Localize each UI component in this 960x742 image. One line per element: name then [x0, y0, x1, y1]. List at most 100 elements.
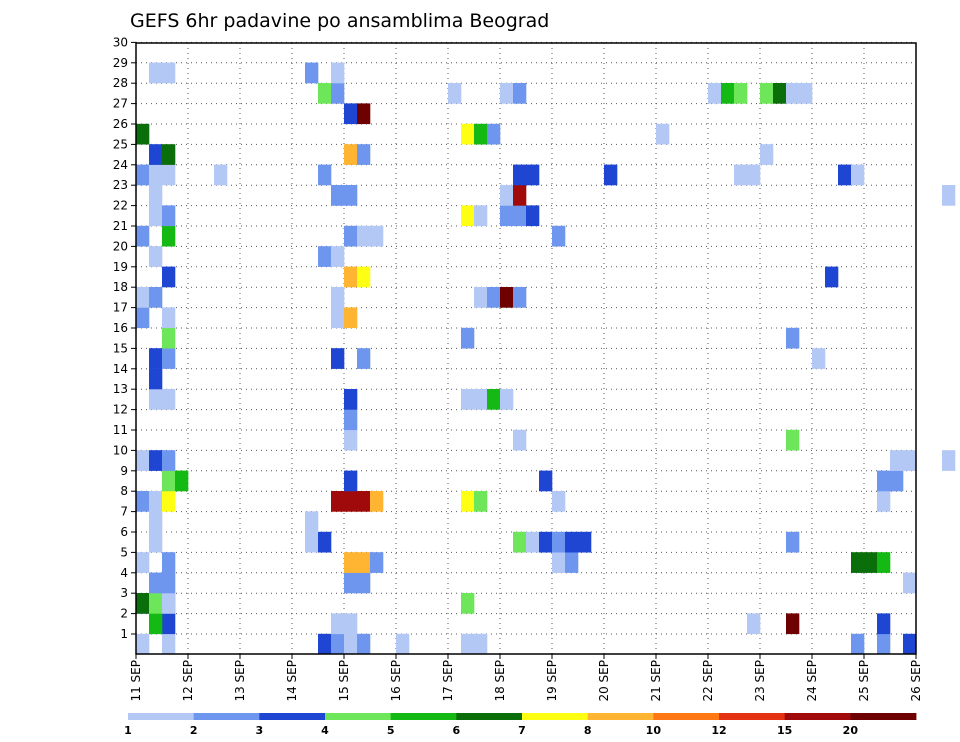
- heatmap-cell: [357, 633, 371, 655]
- colorbar-label: 2: [190, 724, 198, 737]
- heatmap-cell: [149, 511, 163, 533]
- heatmap-cell: [357, 348, 371, 369]
- y-tick-label: 28: [113, 76, 128, 90]
- heatmap-cell: [500, 389, 514, 410]
- colorbar-segment: [390, 713, 457, 720]
- y-tick-label: 29: [113, 56, 128, 70]
- x-tick-label: 24 SEP: [805, 660, 819, 702]
- heatmap-cell: [162, 593, 176, 614]
- colorbar-segment: [784, 713, 851, 720]
- heatmap-cell: [136, 552, 150, 573]
- heatmap-cell: [149, 164, 163, 186]
- x-tick-label: 18 SEP: [493, 660, 507, 702]
- heatmap-cell: [357, 572, 371, 594]
- grid-lines: [136, 41, 916, 654]
- y-tick-label: 12: [113, 403, 128, 417]
- colorbar-label: 5: [387, 724, 395, 737]
- heatmap-cell: [903, 633, 917, 655]
- colorbar-label: 6: [453, 724, 461, 737]
- heatmap-cell: [747, 164, 761, 186]
- heatmap-cell: [136, 450, 150, 471]
- heatmap-cell: [539, 531, 553, 553]
- heatmap-cell: [331, 491, 345, 512]
- heatmap-cell: [877, 552, 891, 573]
- heatmap-cell: [149, 246, 163, 267]
- heatmap-cell: [149, 450, 163, 471]
- heatmap-cell: [656, 123, 670, 145]
- heatmap-cell: [760, 144, 774, 165]
- colorbar-segment: [259, 713, 326, 720]
- heatmap-cell: [357, 225, 371, 247]
- x-tick-label: 20 SEP: [597, 660, 611, 702]
- heatmap-cell: [526, 164, 540, 186]
- heatmap-cell: [578, 531, 592, 553]
- heatmap-cell: [162, 266, 176, 288]
- heatmap-cell: [500, 205, 514, 227]
- heatmap-cell: [344, 103, 358, 125]
- heatmap-cell: [357, 552, 371, 573]
- heatmap-cell: [136, 593, 150, 614]
- heatmap-cell: [344, 470, 358, 492]
- x-tick-label: 26 SEP: [909, 660, 923, 702]
- heatmap-cell: [149, 144, 163, 165]
- heatmap-cell: [357, 491, 371, 512]
- y-tick-label: 20: [113, 239, 128, 253]
- heatmap-cell: [162, 348, 176, 369]
- heatmap-cell: [474, 123, 488, 145]
- y-tick-label: 6: [120, 525, 128, 539]
- heatmap-cell: [162, 225, 176, 247]
- heatmap-cell: [136, 164, 150, 186]
- colorbar-segment: [719, 713, 786, 720]
- heatmap-cell: [734, 83, 748, 104]
- heatmap-cell: [786, 83, 800, 104]
- y-tick-label: 2: [120, 607, 128, 621]
- heatmap-cell: [357, 103, 371, 125]
- heatmap-cell: [305, 511, 319, 533]
- y-tick-label: 10: [113, 443, 128, 457]
- heatmap-cell: [344, 144, 358, 165]
- heatmap-cell: [331, 185, 345, 206]
- heatmap-cell: [162, 491, 176, 512]
- heatmap-cell: [396, 633, 410, 655]
- colorbar-segment: [653, 713, 720, 720]
- heatmap-cell: [331, 613, 345, 635]
- y-tick-label: 4: [120, 566, 128, 580]
- heatmap-cell: [526, 531, 540, 553]
- colorbar-segment: [456, 713, 523, 720]
- heatmap-cell: [786, 531, 800, 553]
- heatmap-cell: [162, 307, 176, 329]
- x-tick-label: 22 SEP: [701, 660, 715, 702]
- heatmap-cell: [149, 287, 163, 308]
- heatmap-cell: [331, 246, 345, 267]
- heatmap-cell: [851, 164, 865, 186]
- heatmap-cell: [149, 348, 163, 369]
- heatmap-cell: [565, 552, 579, 573]
- heatmap-cell: [162, 164, 176, 186]
- heatmap-cell: [318, 633, 332, 655]
- heatmap-cell: [331, 62, 345, 84]
- heatmap-cell: [162, 633, 176, 655]
- heatmap-cell: [461, 123, 475, 145]
- colorbar-label: 10: [646, 724, 662, 737]
- y-tick-label: 21: [113, 219, 128, 233]
- heatmap-cell: [461, 389, 475, 410]
- heatmap-cell: [786, 327, 800, 349]
- heatmap-cell: [890, 470, 904, 492]
- x-tick-label: 15 SEP: [337, 660, 351, 702]
- heatmap-cell: [318, 83, 332, 104]
- heatmap-cell: [214, 164, 228, 186]
- heatmap-cell: [162, 327, 176, 349]
- y-tick-label: 8: [120, 484, 128, 498]
- heatmap-cell: [877, 633, 891, 655]
- heatmap-cell: [461, 633, 475, 655]
- x-tick-label: 14 SEP: [285, 660, 299, 702]
- y-tick-label: 9: [120, 464, 128, 478]
- heatmap-cell: [162, 389, 176, 410]
- heatmap-cells: [136, 62, 956, 655]
- y-tick-label: 26: [113, 117, 128, 131]
- heatmap-cell: [786, 429, 800, 451]
- heatmap-cell: [149, 572, 163, 594]
- heatmap-cell: [513, 531, 527, 553]
- heatmap-cell: [487, 123, 501, 145]
